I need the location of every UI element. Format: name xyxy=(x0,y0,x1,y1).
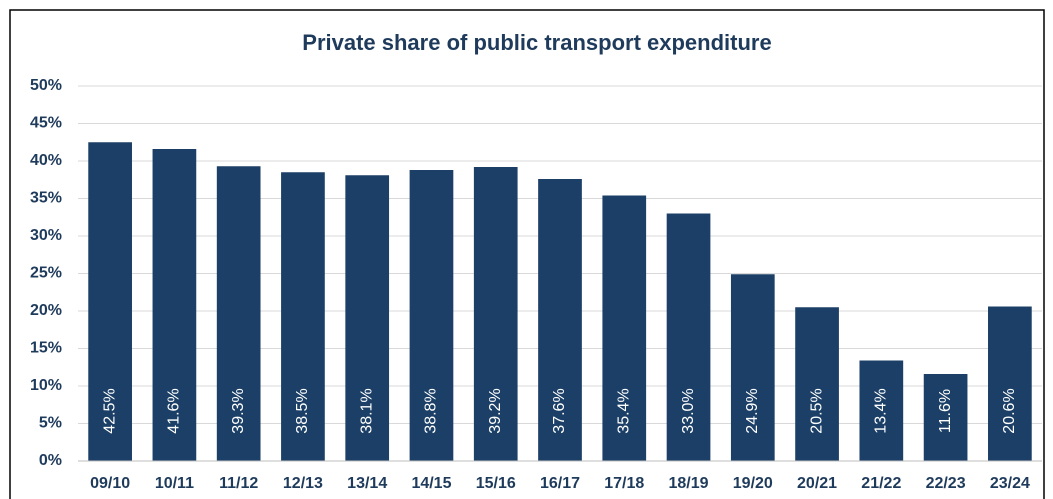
value-label: 35.4% xyxy=(615,388,632,433)
bar xyxy=(152,149,197,461)
y-tick-label: 40% xyxy=(30,152,62,169)
value-label: 39.3% xyxy=(230,388,247,433)
value-label: 42.5% xyxy=(101,388,118,433)
y-tick-label: 45% xyxy=(30,115,62,132)
bar xyxy=(730,274,775,461)
x-tick-label: 18/19 xyxy=(669,475,709,492)
bar xyxy=(345,175,390,461)
x-tick-label: 16/17 xyxy=(540,475,580,492)
x-tick-label: 09/10 xyxy=(90,475,130,492)
y-tick-label: 50% xyxy=(30,77,62,94)
bar xyxy=(409,170,454,461)
value-label: 11.6% xyxy=(937,389,954,433)
x-tick-label: 15/16 xyxy=(476,475,516,492)
bar xyxy=(859,360,904,461)
x-tick-label: 22/23 xyxy=(926,475,966,492)
value-label: 39.2% xyxy=(487,388,504,433)
bar xyxy=(88,142,132,461)
value-label: 33.0% xyxy=(680,388,697,433)
y-tick-label: 15% xyxy=(30,340,62,357)
y-tick-label: 0% xyxy=(39,452,62,469)
y-tick-label: 20% xyxy=(30,302,62,319)
bar xyxy=(602,195,647,461)
x-tick-label: 11/12 xyxy=(219,475,258,492)
value-label: 41.6% xyxy=(166,388,183,433)
x-tick-label: 17/18 xyxy=(604,475,644,492)
x-tick-label: 21/22 xyxy=(861,475,901,492)
bar xyxy=(538,179,582,461)
value-label: 37.6% xyxy=(551,388,568,433)
x-tick-label: 14/15 xyxy=(411,475,451,492)
y-tick-label: 35% xyxy=(30,190,62,207)
value-label: 20.6% xyxy=(1001,388,1018,433)
y-tick-label: 25% xyxy=(30,265,62,282)
chart-title: Private share of public transport expend… xyxy=(302,30,771,55)
bar xyxy=(216,166,261,461)
value-label: 13.4% xyxy=(873,388,890,433)
x-tick-label: 20/21 xyxy=(797,475,837,492)
bar xyxy=(795,307,839,461)
x-tick-label: 13/14 xyxy=(347,475,387,492)
bar xyxy=(281,172,325,461)
bar xyxy=(666,213,711,461)
value-label: 38.1% xyxy=(358,388,375,433)
bar xyxy=(473,167,518,461)
y-tick-label: 10% xyxy=(30,377,62,394)
bar xyxy=(988,306,1032,461)
x-tick-label: 23/24 xyxy=(990,475,1030,492)
value-label: 20.5% xyxy=(808,388,825,433)
value-label: 38.8% xyxy=(423,388,440,433)
x-tick-label: 10/11 xyxy=(155,475,194,492)
bar xyxy=(923,374,968,461)
x-tick-label: 19/20 xyxy=(733,475,773,492)
y-tick-label: 5% xyxy=(39,415,62,432)
value-label: 38.5% xyxy=(294,388,311,433)
value-label: 24.9% xyxy=(744,388,761,433)
x-tick-label: 12/13 xyxy=(283,475,323,492)
y-tick-label: 30% xyxy=(30,227,62,244)
